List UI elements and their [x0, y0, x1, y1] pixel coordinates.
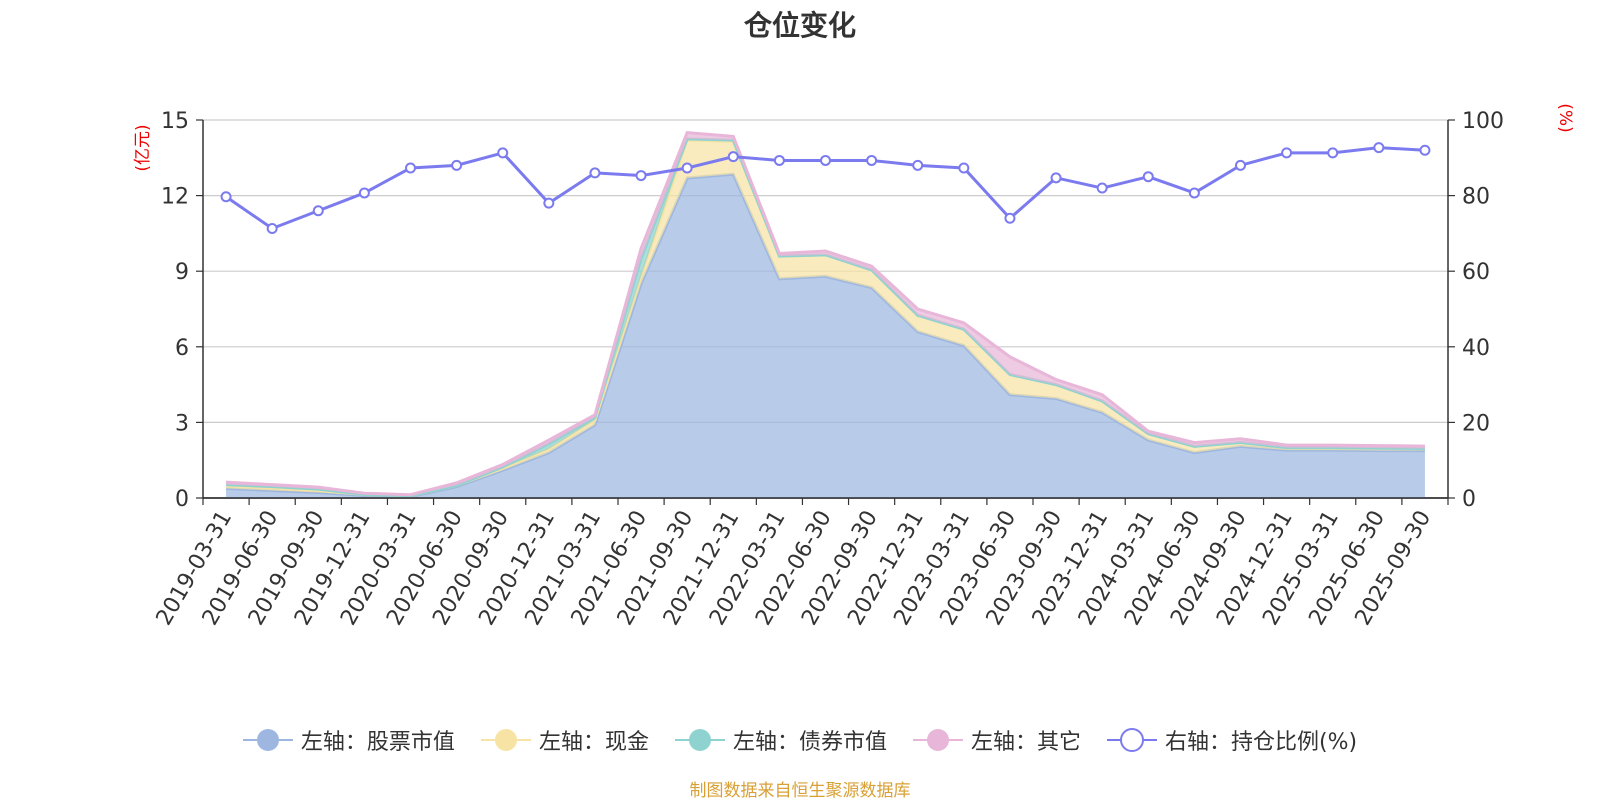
legend-label: 左轴：现金 [538, 730, 649, 755]
area-series-edge-3 [225, 131, 1425, 497]
right-tick-label: 40 [1462, 336, 1490, 361]
legend-swatch-icon [242, 729, 293, 751]
ratio-point [220, 191, 232, 203]
right-tick-label: 60 [1462, 260, 1490, 285]
ratio-point [681, 162, 693, 174]
legend-item-2[interactable]: 左轴：债券市值 [674, 724, 887, 756]
ratio-point [1096, 182, 1108, 194]
legend-label: 右轴：持仓比例(%) [1164, 730, 1358, 755]
legend: 左轴：股票市值 左轴：现金 左轴：债券市值 左轴：其它 右轴：持仓比例(%) [0, 720, 1600, 760]
right-tick-label: 100 [1462, 109, 1504, 134]
left-tick-label: 15 [161, 109, 189, 134]
ratio-point [266, 222, 278, 234]
left-tick-label: 0 [175, 487, 189, 512]
left-axis-unit-label: (亿元) [133, 124, 153, 171]
ratio-point [358, 187, 370, 199]
legend-swatch-marker [256, 729, 279, 751]
ratio-point [497, 147, 509, 159]
chart-title: 仓位变化 [743, 9, 856, 42]
ratio-point [773, 154, 785, 166]
left-tick-label: 3 [175, 411, 189, 436]
ratio-point [912, 159, 924, 171]
legend-swatch-marker [494, 729, 517, 751]
left-tick-label: 6 [175, 336, 189, 361]
ratio-point [589, 167, 601, 179]
ratio-point [1235, 159, 1246, 171]
legend-item-0[interactable]: 左轴：股票市值 [242, 724, 455, 756]
left-tick-label: 12 [161, 185, 189, 210]
ratio-point [1373, 142, 1385, 154]
ratio-point [1050, 172, 1062, 184]
ratio-point [1142, 171, 1154, 183]
right-axis-unit-label: (%) [1555, 103, 1575, 132]
ratio-point [312, 205, 324, 217]
legend-swatch-marker [926, 729, 949, 751]
ratio-point [1419, 144, 1431, 156]
area-series-0 [226, 174, 1425, 498]
ratio-point [405, 162, 416, 174]
ratio-point [635, 170, 647, 182]
legend-swatch-marker [1119, 728, 1144, 752]
stacked-areas [225, 131, 1425, 498]
ratio-point [727, 151, 739, 163]
legend-item-4[interactable]: 右轴：持仓比例(%) [1106, 724, 1358, 756]
position-ratio-line [220, 142, 1431, 234]
right-tick-label: 80 [1462, 185, 1490, 210]
ratio-point [1327, 147, 1339, 159]
legend-label: 左轴：债券市值 [732, 730, 887, 755]
ratio-point [543, 197, 555, 209]
ratio-point [958, 162, 970, 174]
ratio-point [1004, 212, 1016, 224]
ratio-point [451, 159, 463, 171]
ratio-point [1281, 147, 1293, 159]
legend-swatch-icon [480, 729, 531, 751]
left-tick-label: 9 [175, 260, 189, 285]
legend-label: 左轴：股票市值 [300, 730, 455, 755]
right-tick-label: 0 [1462, 487, 1476, 512]
ratio-point [1188, 187, 1200, 199]
legend-item-1[interactable]: 左轴：现金 [480, 724, 649, 756]
legend-swatch-icon [674, 729, 725, 751]
legend-swatch-icon [912, 729, 963, 751]
ratio-point [820, 154, 831, 166]
legend-swatch-marker [688, 729, 711, 751]
ratio-point [866, 154, 878, 166]
legend-item-3[interactable]: 左轴：其它 [912, 724, 1081, 756]
right-tick-label: 20 [1462, 411, 1490, 436]
legend-swatch-icon [1106, 728, 1157, 752]
legend-label: 左轴：其它 [970, 730, 1081, 755]
data-source-note: 制图数据来自恒生聚源数据库 [689, 781, 911, 801]
